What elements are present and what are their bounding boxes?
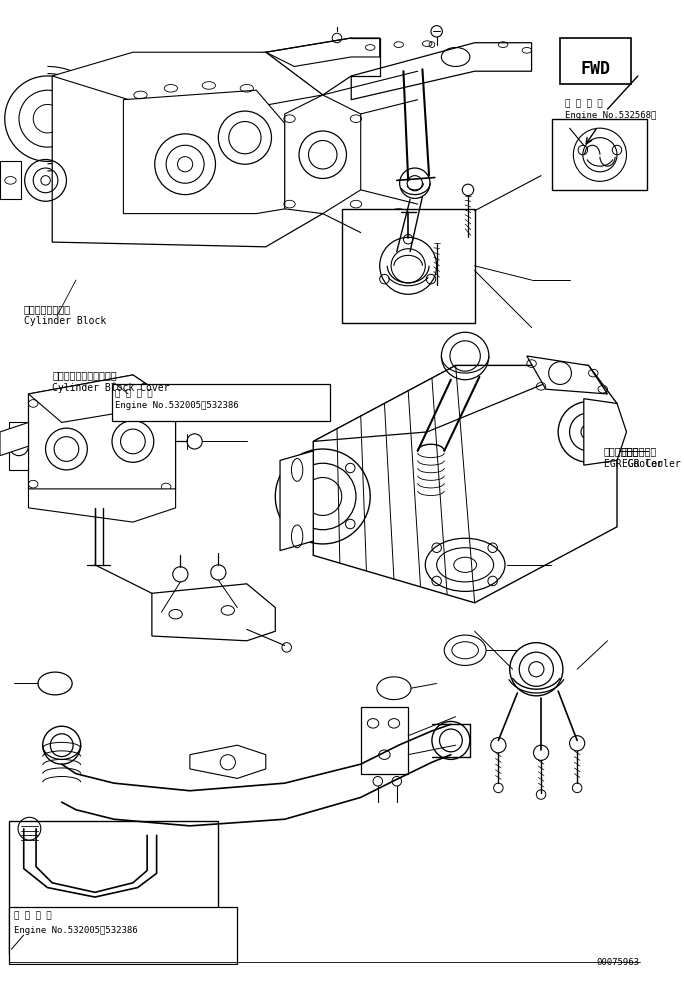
Polygon shape (190, 745, 266, 779)
Text: EGR Cooler: EGR Cooler (604, 458, 663, 468)
Polygon shape (360, 707, 408, 774)
Text: Cylinder Block Cover: Cylinder Block Cover (52, 383, 170, 393)
Text: Engine No.532005～532386: Engine No.532005～532386 (14, 926, 138, 934)
Text: ＥＧＲクーラ: ＥＧＲクーラ (604, 446, 639, 456)
Text: 適 用 号 機: 適 用 号 機 (14, 912, 52, 921)
Polygon shape (10, 423, 29, 470)
Polygon shape (29, 375, 176, 423)
Polygon shape (313, 365, 588, 441)
Bar (560, 38, 631, 83)
Polygon shape (285, 95, 360, 213)
Bar (553, 119, 647, 189)
Polygon shape (123, 90, 285, 213)
Polygon shape (313, 365, 617, 603)
Polygon shape (266, 38, 380, 66)
Text: Engine No.532005～532386: Engine No.532005～532386 (115, 401, 239, 410)
Polygon shape (52, 53, 323, 119)
Text: EGR Cooler: EGR Cooler (622, 458, 681, 468)
Polygon shape (29, 375, 176, 508)
Bar (10, 907, 237, 963)
Polygon shape (152, 584, 275, 641)
Polygon shape (0, 162, 21, 199)
Text: 適 用 号 機: 適 用 号 機 (565, 99, 603, 109)
Polygon shape (280, 451, 313, 551)
Polygon shape (583, 399, 627, 465)
Polygon shape (351, 43, 531, 99)
Text: シリンダブロック: シリンダブロック (24, 304, 70, 313)
Bar (10, 821, 218, 954)
Polygon shape (527, 356, 607, 394)
Text: Engine No.532568～: Engine No.532568～ (565, 111, 656, 120)
Text: 適 用 号 機: 適 用 号 機 (115, 389, 153, 398)
Bar (112, 385, 330, 421)
Bar (342, 209, 475, 322)
Polygon shape (29, 489, 176, 522)
Text: ＥＧＲクーラ: ＥＧＲクーラ (622, 446, 657, 456)
Text: シリンダブロックカバー: シリンダブロックカバー (52, 370, 117, 380)
Text: Cylinder Block: Cylinder Block (24, 316, 106, 326)
Text: FWD: FWD (580, 61, 610, 78)
Polygon shape (0, 423, 29, 455)
Polygon shape (52, 53, 323, 247)
Text: 00075963: 00075963 (597, 958, 640, 967)
